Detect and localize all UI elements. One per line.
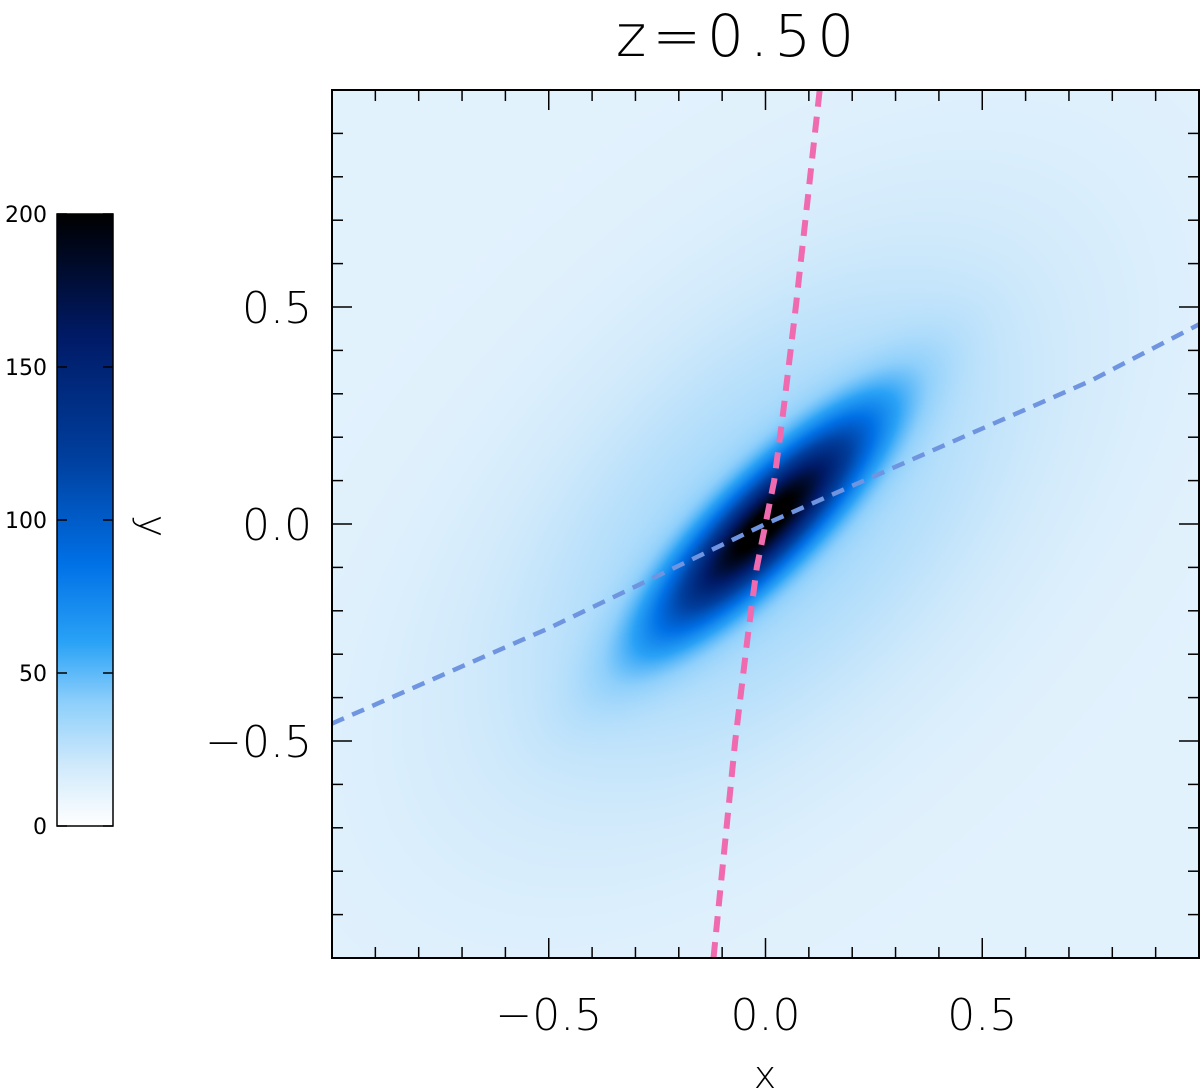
x-axis-label: x [754,1053,777,1092]
plot-area: −0.5 0.0 0.5 −0.5 0.0 0.5 [205,89,1200,1041]
y-tick-label: 0.0 [242,500,312,551]
colorbar-label: y [131,515,175,538]
series-line-blue [332,322,1199,726]
colorbar-ticks: 0 50 100 150 200 [5,203,113,840]
x-tick-label: −0.5 [495,990,602,1041]
tick-layer: −0.5 0.0 0.5 −0.5 0.0 0.5 [205,90,1199,1041]
y-tick-label: −0.5 [205,717,312,768]
chart-title: z=0.50 [616,2,860,70]
colorbar-tick-label: 50 [19,662,47,687]
x-tick-label: 0.5 [947,990,1017,1041]
colorbar-tick-label: 200 [5,203,47,228]
colorbar-tick-label: 100 [5,509,47,534]
x-tick-label: 0.0 [731,990,801,1041]
y-tick-label: 0.5 [242,283,312,334]
heatmap [332,90,1199,958]
colorbar-tick-label: 0 [33,815,47,840]
colorbar: 0 50 100 150 200 y [5,203,175,840]
colorbar-tick-label: 150 [5,356,47,381]
series-layer [332,90,1199,958]
